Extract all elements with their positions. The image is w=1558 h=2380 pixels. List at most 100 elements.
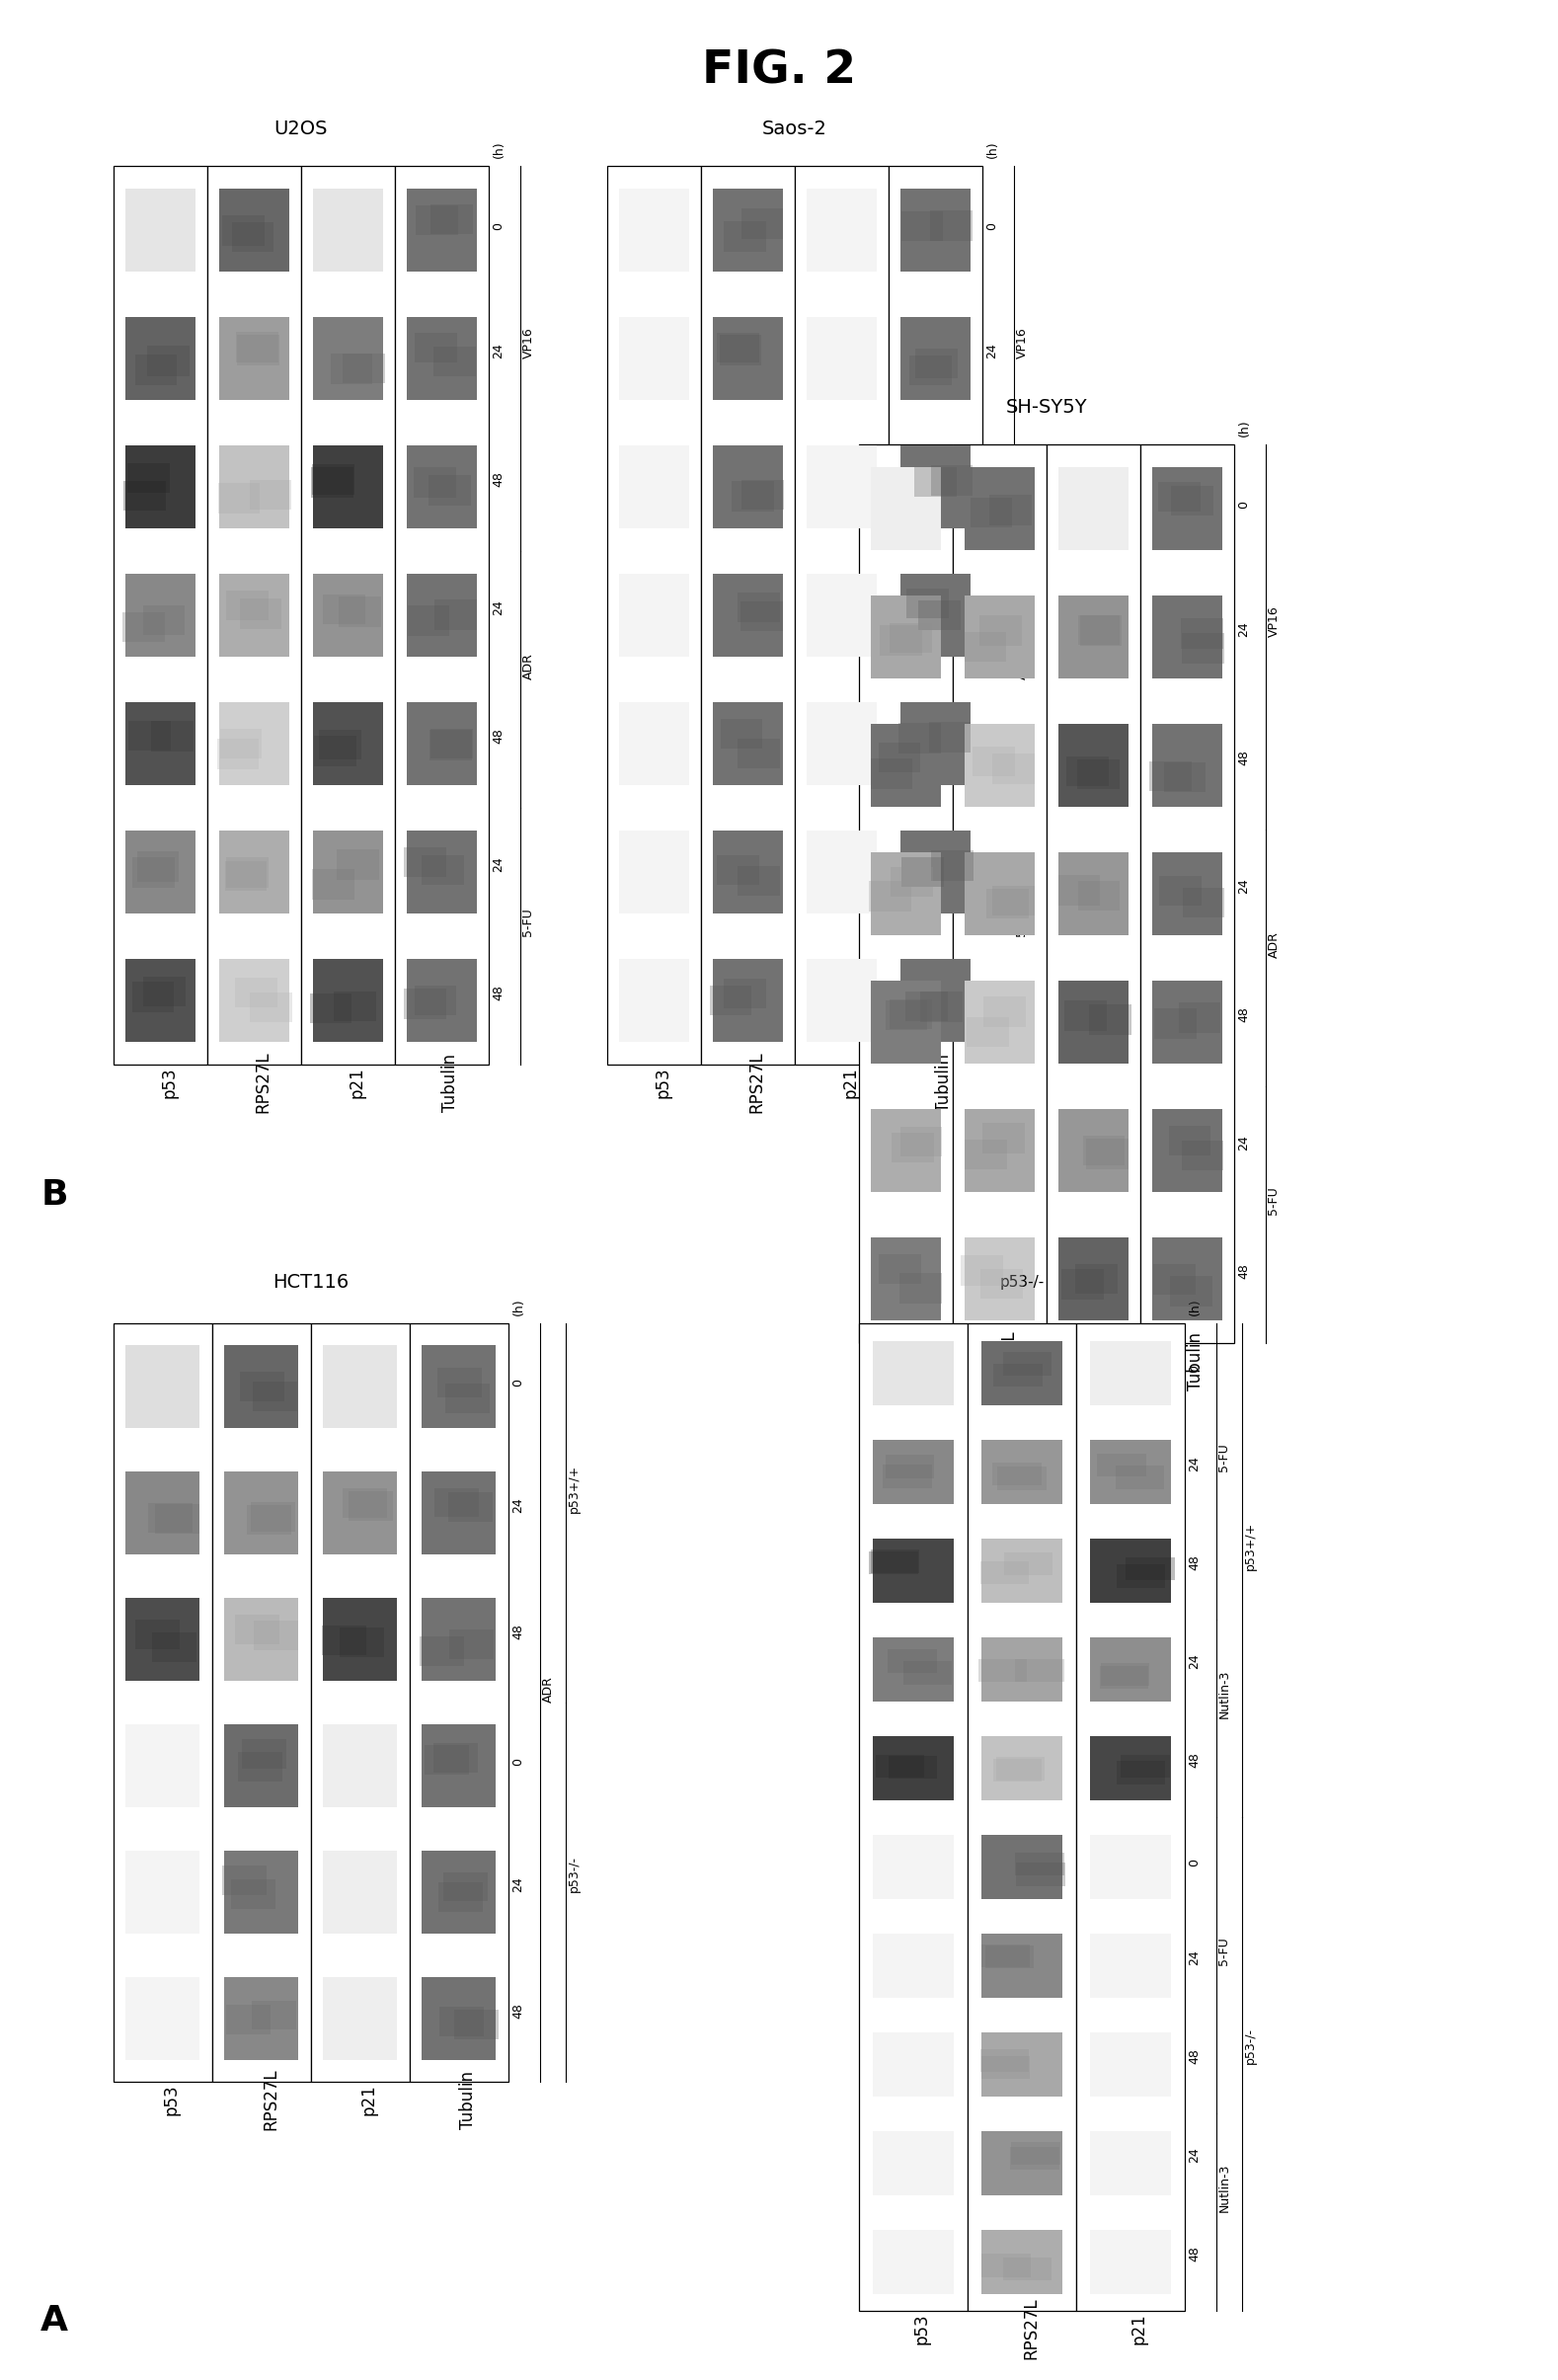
Bar — [972, 747, 1016, 776]
Bar — [915, 347, 957, 378]
Bar — [407, 959, 477, 1042]
Bar — [313, 831, 383, 914]
Bar — [608, 167, 701, 1064]
Bar — [1047, 445, 1140, 1342]
Bar — [453, 2009, 499, 2040]
Bar — [1102, 1664, 1150, 1685]
Bar — [220, 445, 290, 528]
Bar — [905, 990, 947, 1021]
Bar — [712, 702, 784, 785]
Text: 48: 48 — [986, 728, 999, 743]
Bar — [890, 624, 932, 652]
Text: (h): (h) — [1237, 419, 1251, 436]
Bar — [709, 985, 751, 1016]
Text: Nutlin-3: Nutlin-3 — [1218, 1671, 1231, 1718]
Text: 24: 24 — [986, 600, 999, 616]
Bar — [717, 854, 759, 885]
Bar — [232, 221, 274, 252]
Bar — [1183, 888, 1225, 919]
Text: p21: p21 — [841, 1066, 860, 1097]
Bar — [1003, 1552, 1053, 1576]
Bar — [994, 1364, 1042, 1388]
Bar — [1151, 981, 1223, 1064]
Bar — [871, 759, 913, 788]
Bar — [712, 445, 784, 528]
Bar — [1077, 1323, 1184, 2311]
Bar — [904, 1661, 952, 1685]
Text: ADR: ADR — [542, 1676, 555, 1702]
Bar — [737, 593, 779, 624]
Text: 24: 24 — [1237, 878, 1251, 895]
Bar — [126, 1978, 199, 2059]
Bar — [964, 1140, 1006, 1169]
Bar — [240, 600, 282, 628]
Bar — [1089, 1637, 1172, 1702]
Text: p53: p53 — [654, 1066, 671, 1097]
Text: 0: 0 — [513, 1378, 525, 1388]
Bar — [132, 857, 174, 888]
Text: 24: 24 — [492, 343, 505, 359]
Bar — [982, 1933, 1063, 1997]
Text: Tubulin: Tubulin — [442, 1054, 460, 1111]
Bar — [148, 345, 190, 376]
Bar — [136, 355, 178, 386]
Text: SH-SY5Y: SH-SY5Y — [1006, 397, 1087, 416]
Text: RPS27L: RPS27L — [1022, 2297, 1039, 2359]
Bar — [712, 831, 784, 914]
Bar — [807, 317, 877, 400]
Bar — [858, 445, 953, 1342]
Bar — [137, 852, 179, 883]
Bar — [891, 1133, 933, 1164]
Bar — [964, 981, 1035, 1064]
Bar — [1078, 614, 1120, 645]
Bar — [414, 466, 456, 497]
Bar — [442, 1873, 488, 1902]
Bar — [740, 602, 782, 631]
Bar — [224, 1599, 299, 1680]
Bar — [961, 1254, 1003, 1285]
Text: p53: p53 — [160, 1066, 178, 1097]
Bar — [1181, 633, 1225, 664]
Text: VP16: VP16 — [1267, 605, 1281, 638]
Bar — [226, 590, 268, 621]
Text: (h): (h) — [1189, 1297, 1201, 1316]
Bar — [126, 1471, 199, 1554]
Bar — [237, 336, 279, 364]
Bar — [313, 445, 383, 528]
Text: 5-FU: 5-FU — [1267, 1185, 1281, 1214]
Bar — [449, 1630, 494, 1659]
Bar — [220, 728, 262, 759]
Bar — [422, 1852, 495, 1933]
Bar — [217, 738, 259, 769]
Bar — [1151, 595, 1223, 678]
Text: 24: 24 — [1189, 1654, 1201, 1668]
Text: p53-/-: p53-/- — [1000, 1273, 1044, 1290]
Bar — [1089, 1835, 1172, 1899]
Bar — [964, 633, 1006, 662]
Bar — [407, 605, 450, 635]
Bar — [879, 1254, 921, 1285]
Text: 24: 24 — [1189, 1949, 1201, 1966]
Bar — [422, 1599, 495, 1680]
Bar — [1164, 762, 1206, 793]
Bar — [1089, 1340, 1172, 1404]
Bar — [807, 574, 877, 657]
Bar — [313, 188, 383, 271]
Bar — [720, 336, 762, 364]
Bar — [404, 847, 446, 878]
Bar — [1089, 2130, 1172, 2194]
Bar — [343, 1488, 386, 1518]
Text: 48: 48 — [1189, 2049, 1201, 2063]
Text: Saos-2: Saos-2 — [762, 119, 827, 138]
Bar — [712, 959, 784, 1042]
Text: p53+/+: p53+/+ — [567, 1464, 580, 1514]
Bar — [151, 721, 193, 752]
Bar — [982, 1735, 1063, 1799]
Bar — [1151, 724, 1223, 807]
Bar — [422, 1978, 495, 2059]
Bar — [720, 719, 762, 750]
Bar — [986, 888, 1028, 919]
Bar — [701, 167, 795, 1064]
Bar — [430, 205, 472, 236]
Bar — [125, 574, 196, 657]
